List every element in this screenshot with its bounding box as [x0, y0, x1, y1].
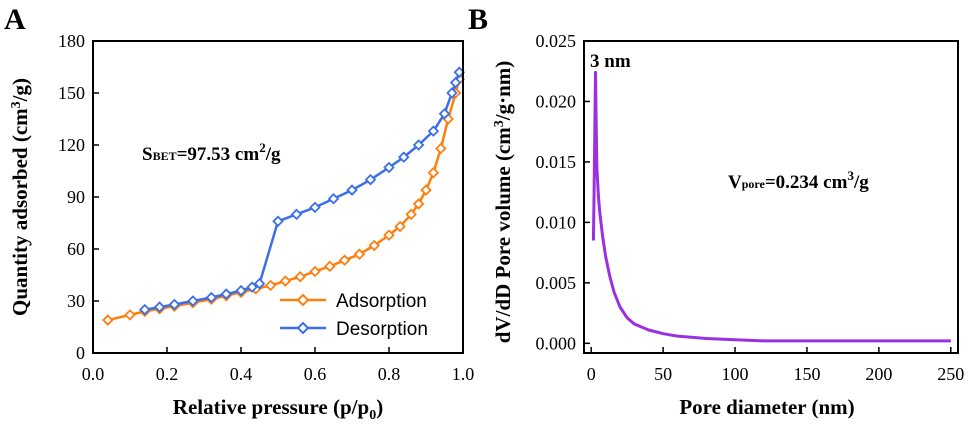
panel-a-ytick-label: 180 — [58, 31, 85, 51]
desorption-point — [272, 215, 284, 228]
desorption-point — [309, 201, 321, 214]
adsorption-point — [420, 184, 432, 196]
panel-b-xtick-label: 250 — [937, 364, 964, 384]
adsorption-point — [353, 248, 366, 260]
panel-a-xtick-label: 0.6 — [304, 364, 327, 384]
desorption-point — [220, 288, 232, 300]
panel-a-ylabel: Quantity adsorbed (cm3/g) — [8, 78, 32, 316]
pore-size-distribution-line — [591, 70, 951, 343]
desorption-point — [446, 87, 458, 99]
desorption-point — [246, 281, 258, 293]
desorption-point — [364, 173, 377, 186]
panel-b-ytick-label: 0.020 — [536, 91, 577, 111]
panel-a-xtick-label: 1.0 — [452, 364, 475, 384]
panel-b-xtick-label: 0 — [587, 364, 596, 384]
panel-a-xtick-label: 0.2 — [156, 364, 179, 384]
bet-surface-area-annotation: SBET=97.53 cm2/g — [142, 140, 281, 165]
panel-a-xtick-label: 0.8 — [378, 364, 401, 384]
desorption-point — [139, 303, 151, 316]
desorption-point — [327, 192, 340, 205]
adsorption-point — [279, 275, 292, 287]
panel-b-ytick-label: 0.025 — [536, 31, 577, 51]
desorption-point — [253, 277, 266, 290]
adsorption-point — [383, 229, 395, 241]
desorption-point — [290, 208, 303, 221]
legend-adsorption-label: Adsorption — [336, 291, 427, 312]
legend-desorption-label: Desorption — [336, 319, 428, 340]
panel-a-ytick-label: 30 — [67, 291, 85, 311]
panel-b-ylabel: dV/dD Pore volume (cm3/g·nm) — [491, 61, 515, 344]
legend-desorption-marker — [296, 321, 310, 335]
panel-a-ytick-label: 120 — [58, 135, 85, 155]
desorption-point — [205, 291, 218, 304]
desorption-point — [153, 301, 166, 313]
panel-a-ytick-label: 0 — [76, 343, 85, 363]
desorption-point — [438, 108, 451, 120]
panel-b-xtick-label: 50 — [654, 364, 672, 384]
adsorption-point — [309, 265, 321, 278]
peak-label: 3 nm — [590, 51, 631, 72]
adsorption-point — [102, 314, 114, 326]
legend-adsorption-marker — [296, 293, 310, 307]
adsorption-point — [124, 309, 136, 321]
panel-a-xtick-label: 0.4 — [230, 364, 253, 384]
adsorption-point — [412, 198, 425, 210]
desorption-point — [168, 298, 181, 311]
adsorption-point — [394, 220, 406, 233]
panel-b-letter: B — [468, 3, 488, 36]
adsorption-point — [368, 239, 380, 252]
adsorption-point — [435, 142, 447, 155]
adsorption-point — [427, 166, 440, 179]
panel-b-ytick-label: 0.000 — [536, 333, 577, 353]
panel-b-ytick-label: 0.015 — [536, 152, 577, 172]
panel-b-xtick-label: 200 — [865, 364, 892, 384]
panel-b-xlabel: Pore diameter (nm) — [679, 395, 854, 419]
panel-b-ytick-label: 0.010 — [536, 212, 577, 232]
adsorption-line — [107, 78, 461, 322]
desorption-point — [412, 139, 425, 151]
panel-a-xlabel: Relative pressure (p/p0) — [173, 395, 383, 423]
panel-a-ytick-label: 60 — [67, 239, 85, 259]
adsorption-point — [264, 279, 277, 292]
adsorption-point — [338, 254, 351, 267]
desorption-point — [187, 295, 199, 307]
pore-volume-annotation: Vpore=0.234 cm3/g — [728, 168, 869, 193]
panel-b-ytick-label: 0.005 — [536, 273, 577, 293]
desorption-point — [346, 184, 358, 196]
desorption-point — [235, 284, 247, 297]
desorption-point — [427, 125, 440, 137]
panel-a-xtick-label: 0.0 — [82, 364, 105, 384]
panel-b-frame — [583, 40, 959, 354]
adsorption-point — [405, 208, 417, 221]
panel-a-legend: Adsorption Desorption — [280, 291, 428, 340]
panel-a-plot: 0.0 0.2 0.4 0.6 0.8 1.0 0 30 60 90 120 150 180 — [58, 31, 474, 384]
adsorption-point — [294, 270, 306, 283]
panel-b: B 0 50 100 150 200 250 0.000 0.005 0.010 0.015 0.0… — [468, 3, 964, 419]
panel-b-xtick-label: 150 — [793, 364, 820, 384]
panel-b-xtick-label: 100 — [722, 364, 749, 384]
panel-a-ytick-label: 150 — [58, 83, 85, 103]
adsorption-point — [324, 260, 336, 273]
panel-a: A 0.0 0.2 0.4 0.6 0.8 1.0 0 30 60 90 120 150 180 Qua… — [4, 3, 474, 423]
panel-b-plot: 0 50 100 150 200 250 0.000 0.005 0.010 0.015 0.020… — [536, 31, 965, 384]
panel-a-frame — [92, 40, 464, 354]
panel-a-ytick-label: 90 — [67, 187, 85, 207]
desorption-point — [449, 76, 462, 89]
panel-a-letter: A — [4, 3, 26, 36]
desorption-point — [398, 151, 410, 163]
desorption-point — [383, 161, 395, 174]
